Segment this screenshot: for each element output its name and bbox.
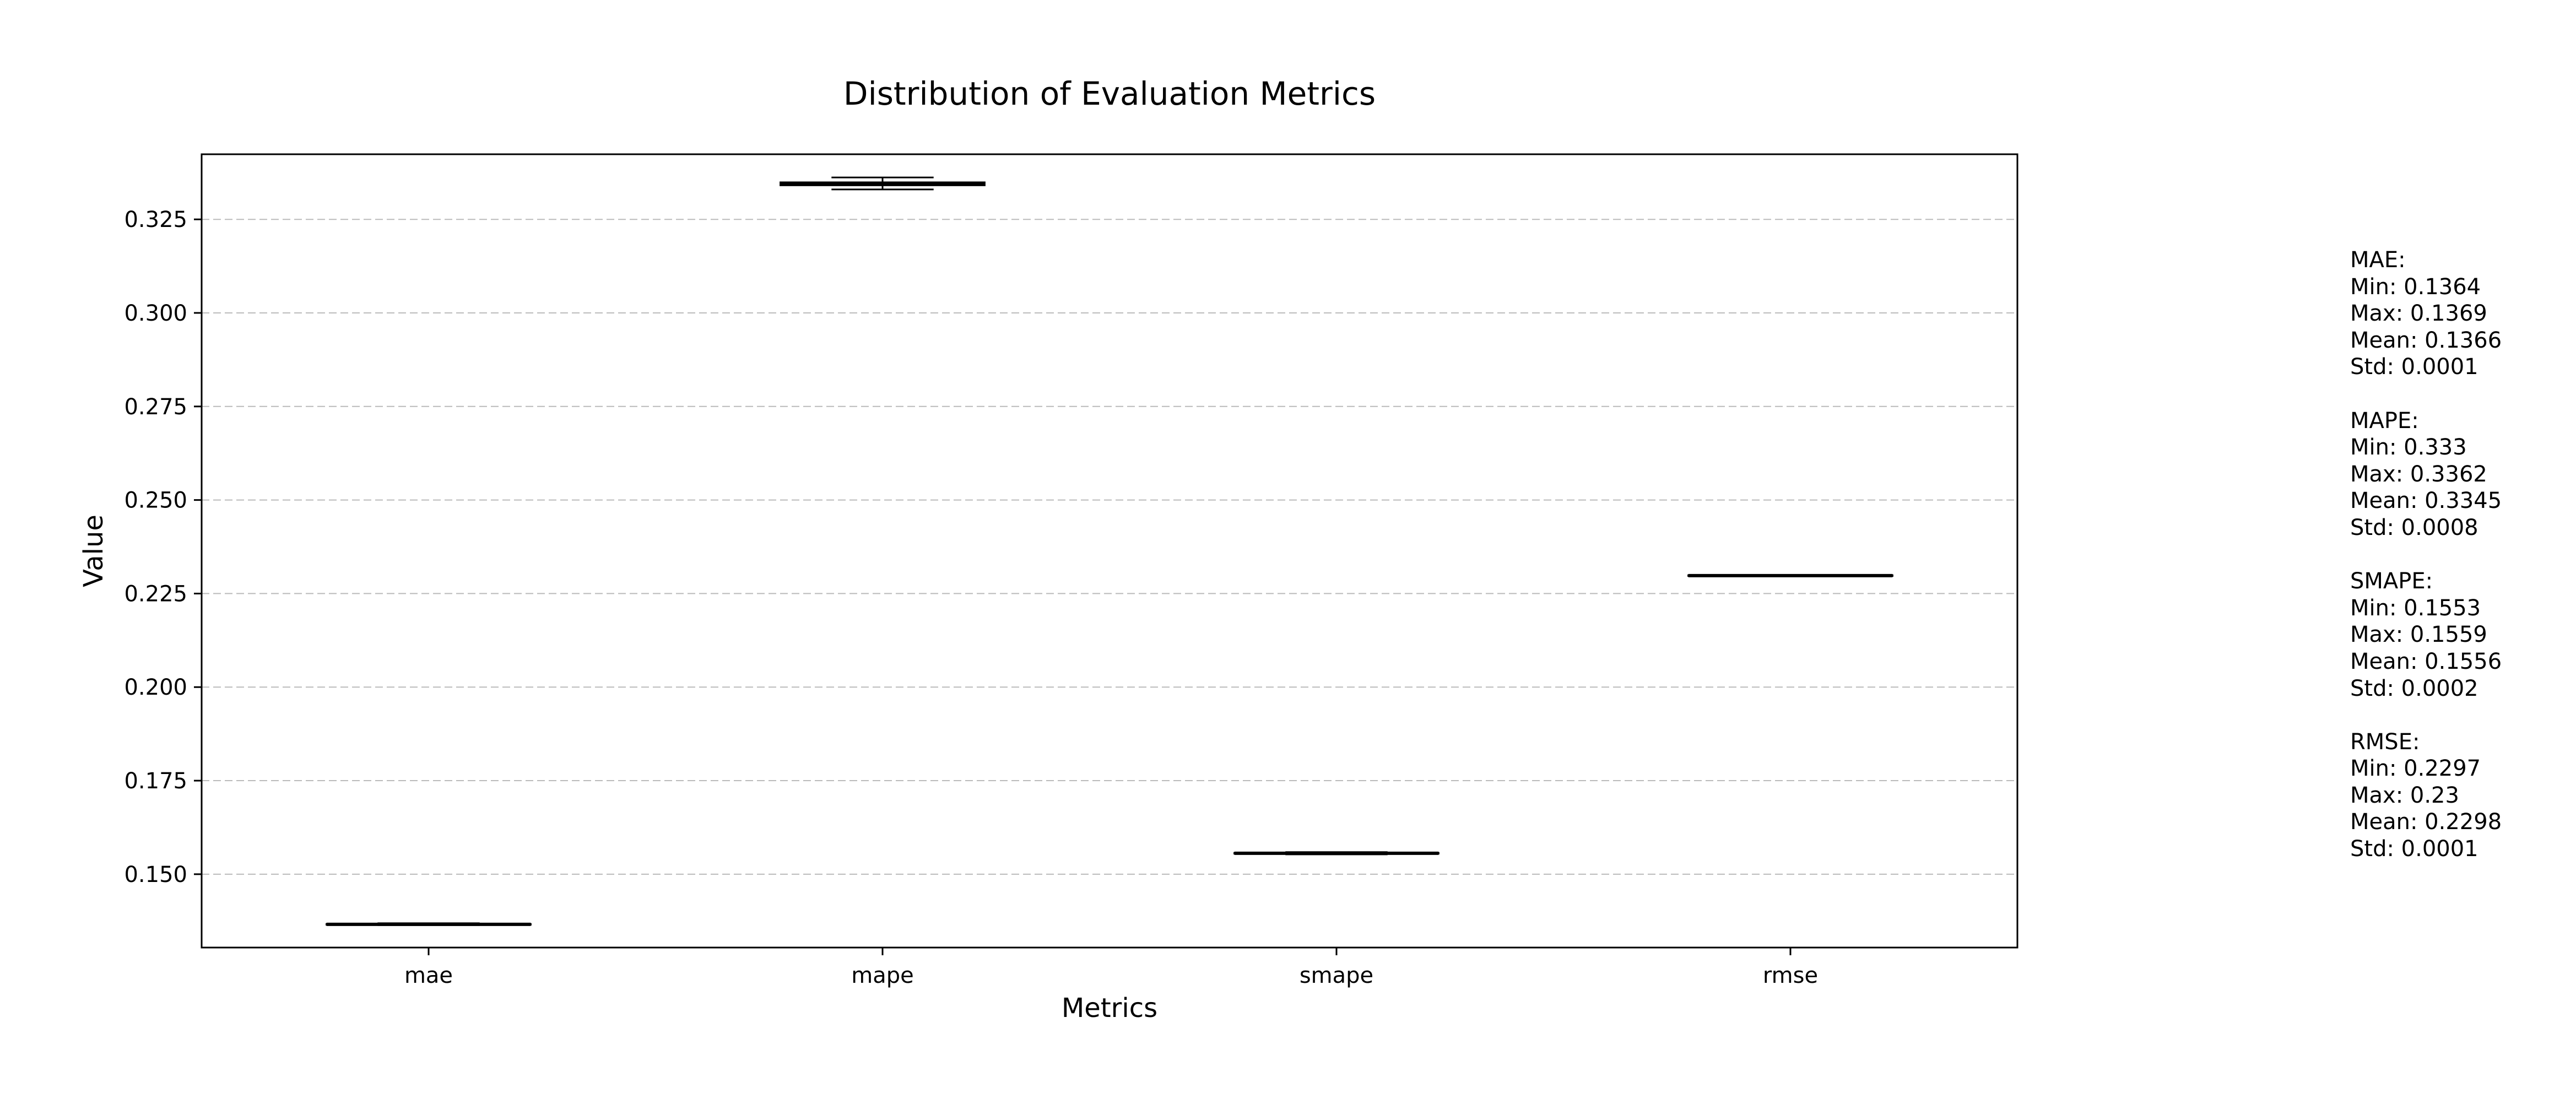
metric-summary-line: Min: 0.1553 [2350,595,2481,621]
metric-summary-line: Min: 0.2297 [2350,756,2481,782]
metric-summary-line: Max: 0.3362 [2350,461,2487,487]
metric-summary-block: MAPE: Min: 0.333 Max: 0.3362 Mean: 0.3345 St… [2350,408,2559,542]
y-axis-ticks: 0.150 0.175 0.200 0.225 0.250 0.275 0.300 0.325 [124,207,202,887]
grid-lines [202,219,2017,875]
metric-summary-block: MAE: Min: 0.1364 Max: 0.1369 Mean: 0.1366 St… [2350,247,2559,381]
plot-frame [201,153,2018,949]
box-smape [1233,851,1439,856]
metric-summary-heading: MAE: [2350,247,2406,273]
metric-summary-block: RMSE: Min: 0.2297 Max: 0.23 Mean: 0.2298 Std… [2350,729,2559,863]
metric-summary-heading: MAPE: [2350,408,2419,434]
y-tick-label: 0.175 [124,769,187,794]
x-axis-ticks: mae mape smape rmse [404,948,1818,988]
y-tick-label: 0.275 [124,394,187,420]
metric-summary-line: Std: 0.0001 [2350,354,2478,380]
metric-summary-line: Mean: 0.2298 [2350,809,2502,835]
box-series [326,176,1893,926]
metric-summary-line: Std: 0.0001 [2350,836,2478,862]
metric-summary-line: Mean: 0.1556 [2350,648,2502,674]
y-tick-label: 0.225 [124,581,187,607]
metric-summary-line: Max: 0.23 [2350,782,2459,808]
box-mae [326,922,532,926]
x-tick-label: rmse [1763,963,1818,988]
metric-summary-line: Max: 0.1559 [2350,622,2487,648]
x-tick-label: mae [404,963,453,988]
y-tick-label: 0.250 [124,488,187,513]
box-mape [780,176,986,191]
x-tick-label: mape [851,963,913,988]
x-tick-label: smape [1300,963,1373,988]
metric-summary-heading: SMAPE: [2350,569,2433,594]
metric-summary-line: Std: 0.0008 [2350,515,2478,540]
y-axis-label: Value [78,515,109,587]
y-tick-label: 0.300 [124,301,187,326]
y-tick-label: 0.150 [124,862,187,887]
metric-summary-line: Max: 0.1369 [2350,301,2487,327]
metric-summary-heading: RMSE: [2350,729,2420,755]
chart-title: Distribution of Evaluation Metrics [843,75,1376,112]
box-rmse [1687,573,1893,577]
metric-summary-line: Std: 0.0002 [2350,675,2478,701]
metric-summary-line: Min: 0.333 [2350,435,2467,461]
metric-summary-line: Min: 0.1364 [2350,274,2481,300]
y-tick-label: 0.325 [124,207,187,232]
y-tick-label: 0.200 [124,675,187,700]
metric-summary-line: Mean: 0.1366 [2350,327,2502,353]
metric-summary-line: Mean: 0.3345 [2350,488,2502,514]
metric-summary-block: SMAPE: Min: 0.1553 Max: 0.1559 Mean: 0.1556… [2350,568,2559,702]
metrics-summary-panel: MAE: Min: 0.1364 Max: 0.1369 Mean: 0.1366 St… [2350,247,2559,889]
x-axis-label: Metrics [1062,993,1157,1024]
